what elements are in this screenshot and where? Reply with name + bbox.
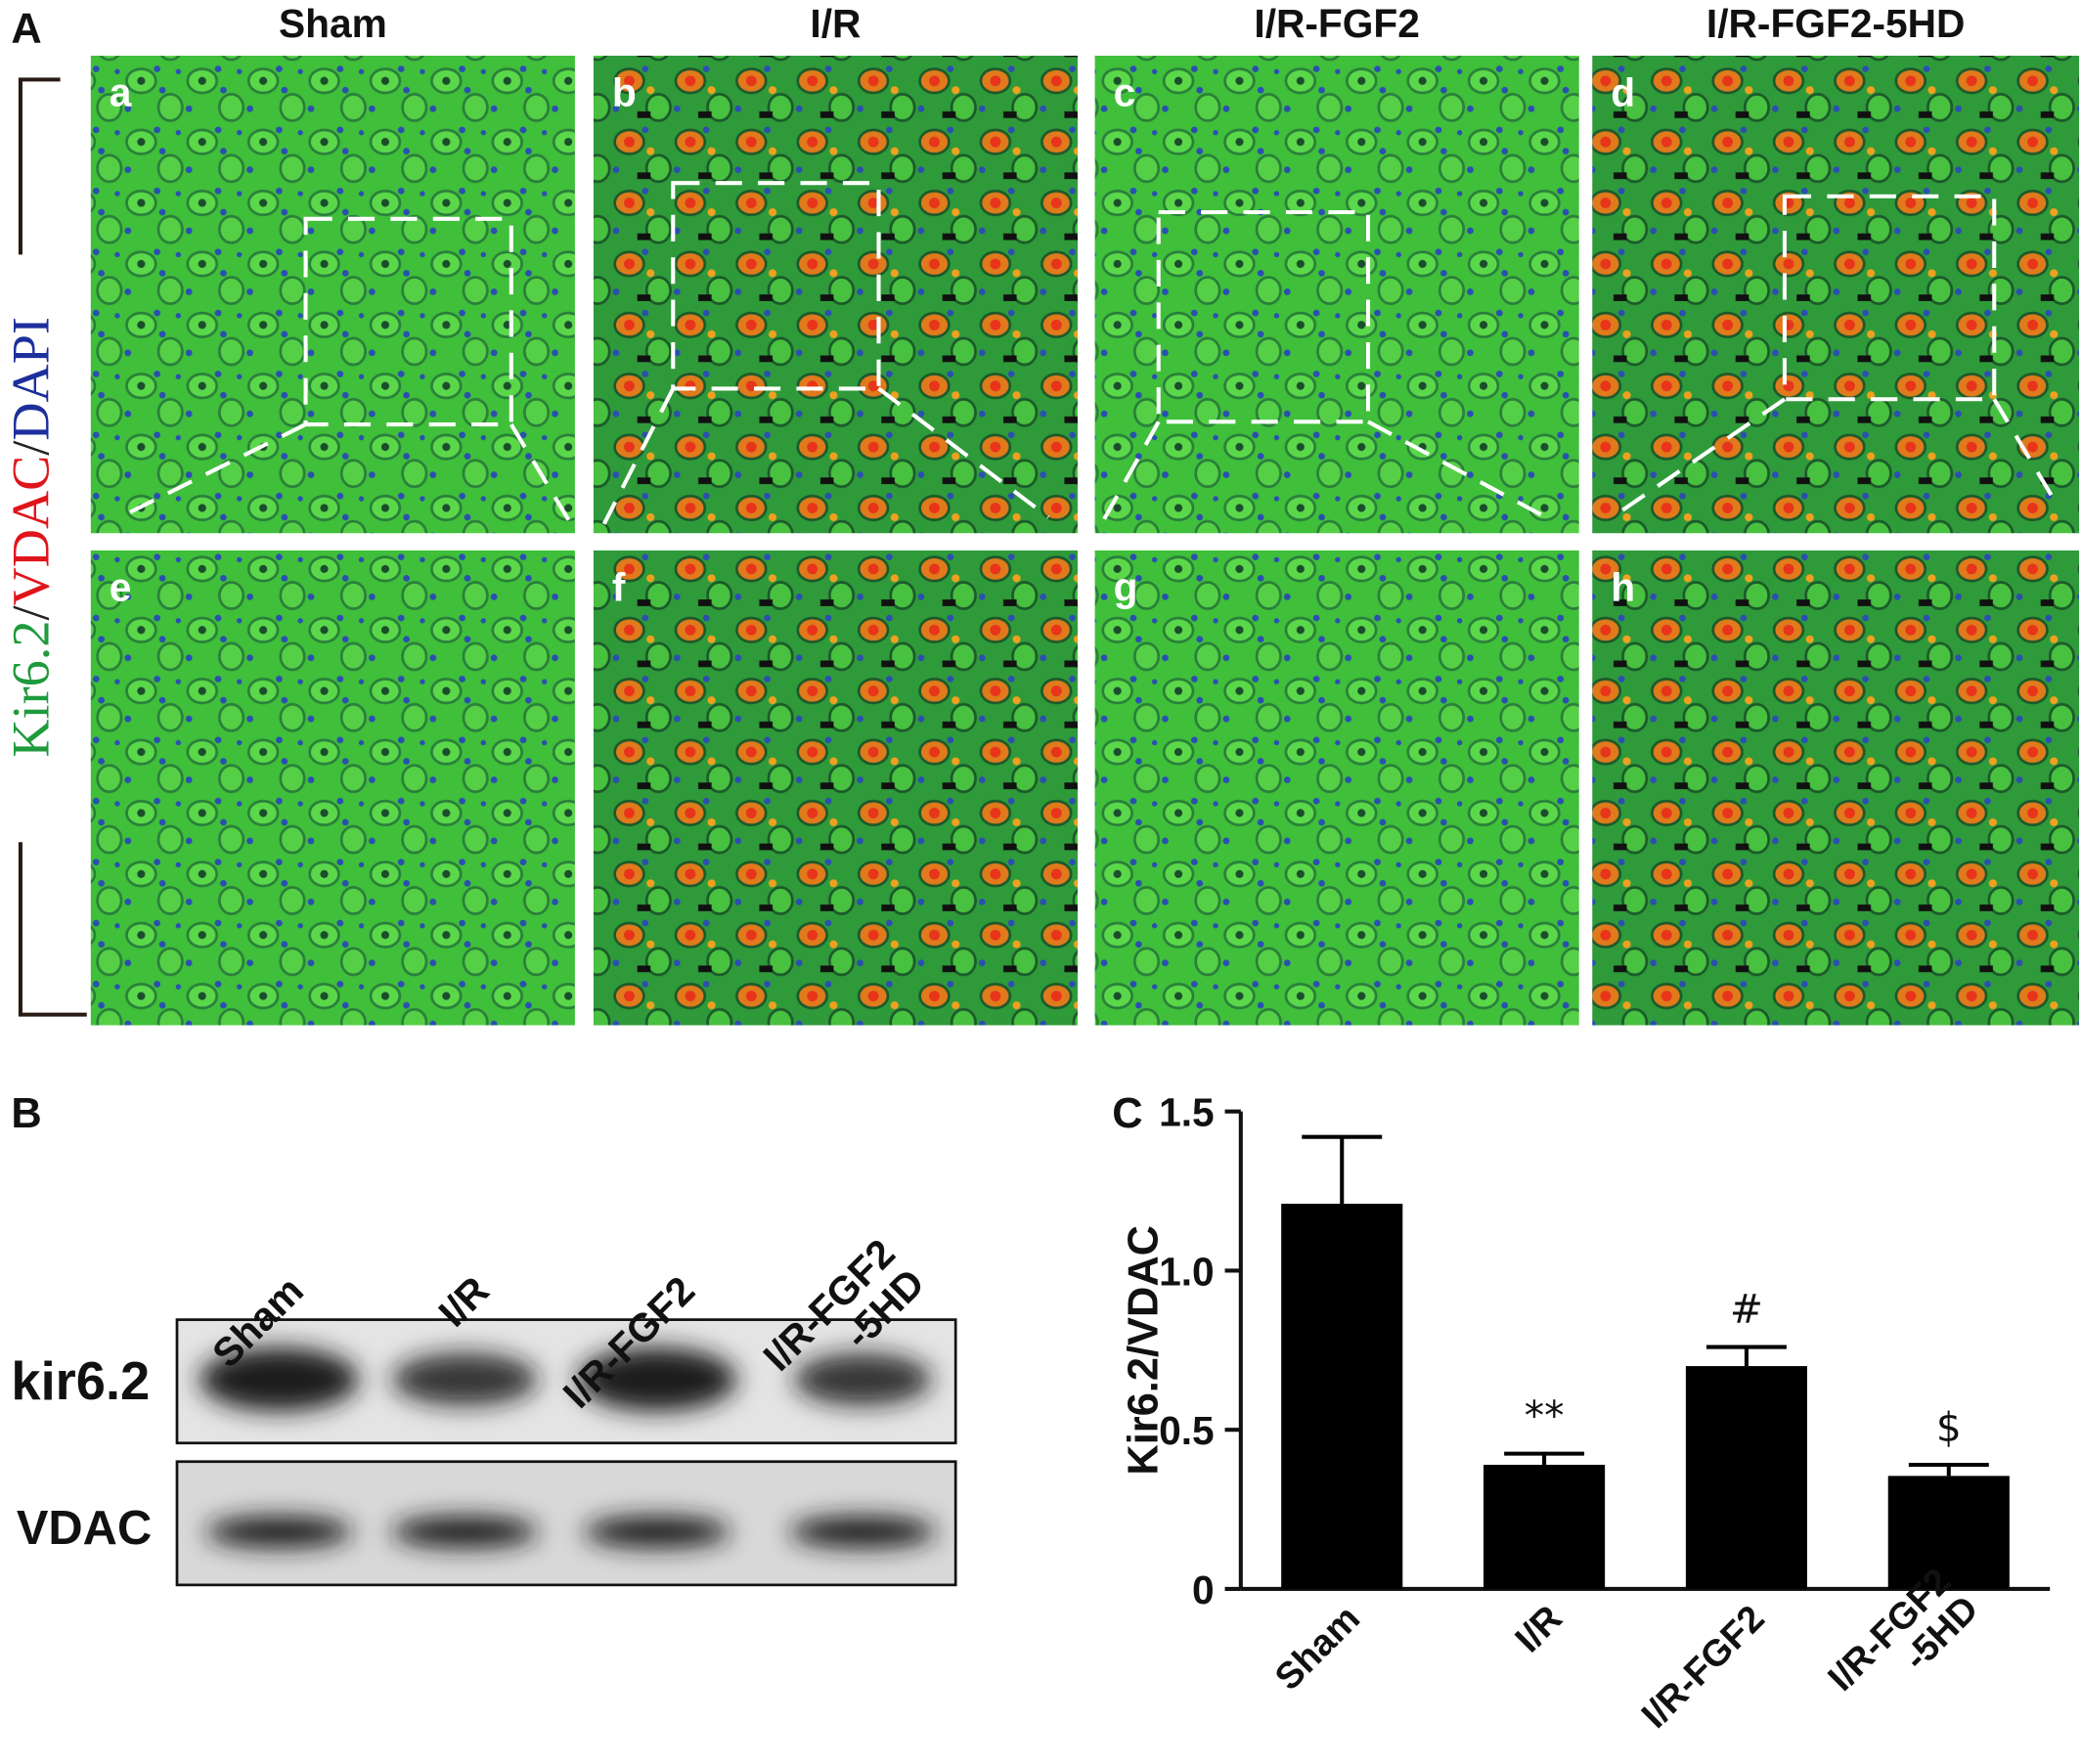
micrographs [18, 55, 2080, 1026]
y-tick-label: 0.5 [1159, 1408, 1215, 1453]
column-title: Sham [279, 1, 387, 46]
row-label: VDAC [17, 1502, 152, 1555]
x-tick-label: I/R-FGF2 [1634, 1598, 1773, 1737]
column-title: I/R-FGF2-5HD [1706, 1, 1965, 46]
bar [1685, 1366, 1807, 1589]
micrograph [1592, 550, 2080, 1026]
micrograph [90, 550, 575, 1026]
y-axis-label: Kir6.2/VDAC [1120, 1225, 1167, 1476]
bar [1483, 1464, 1606, 1589]
panel-letter: A [11, 5, 41, 52]
panel-letter: c [1114, 70, 1136, 115]
zoom-boxes [118, 181, 2059, 525]
micrograph [1094, 550, 1579, 1026]
column-title: I/R [810, 1, 861, 46]
significance-label: # [1730, 1286, 1763, 1333]
stain-part: Kir6.2 [1, 621, 60, 758]
significance-label: ** [1525, 1392, 1565, 1439]
panel-letter: B [11, 1090, 41, 1137]
row-label: kir6.2 [11, 1352, 150, 1411]
stain-part: VDAC [1, 456, 60, 606]
bracket [18, 77, 87, 1017]
panel-letter: e [110, 564, 132, 609]
bar [1281, 1204, 1403, 1589]
micrograph [90, 55, 575, 534]
column-title: I/R-FGF2 [1254, 1, 1420, 46]
western-blot [175, 1318, 957, 1587]
y-tick-label: 1.5 [1159, 1090, 1215, 1135]
significance-label: $ [1936, 1404, 1962, 1451]
stain-label: Kir6.2/VDAC/DAPI [1, 317, 60, 758]
panel-letter: a [110, 70, 132, 115]
x-tick-label: Sham [1267, 1598, 1368, 1698]
stain-part: / [1, 440, 60, 456]
y-tick-label: 1.0 [1159, 1249, 1215, 1294]
panel-letter: f [612, 564, 626, 609]
panel-letter: h [1611, 564, 1635, 609]
panel-letter: g [1114, 564, 1138, 609]
stain-part: DAPI [1, 317, 60, 441]
bar [1887, 1476, 2010, 1589]
panel-letter: C [1112, 1090, 1142, 1137]
stain-part: / [1, 605, 60, 621]
micrograph [1592, 55, 2080, 534]
panel-letter: d [1611, 70, 1635, 115]
micrograph [593, 55, 1078, 534]
y-tick-label: 0 [1192, 1567, 1215, 1612]
micrograph [1094, 55, 1579, 534]
micrograph [593, 550, 1078, 1026]
panel-letter: b [612, 70, 637, 115]
x-tick-label: I/R [1508, 1598, 1571, 1660]
